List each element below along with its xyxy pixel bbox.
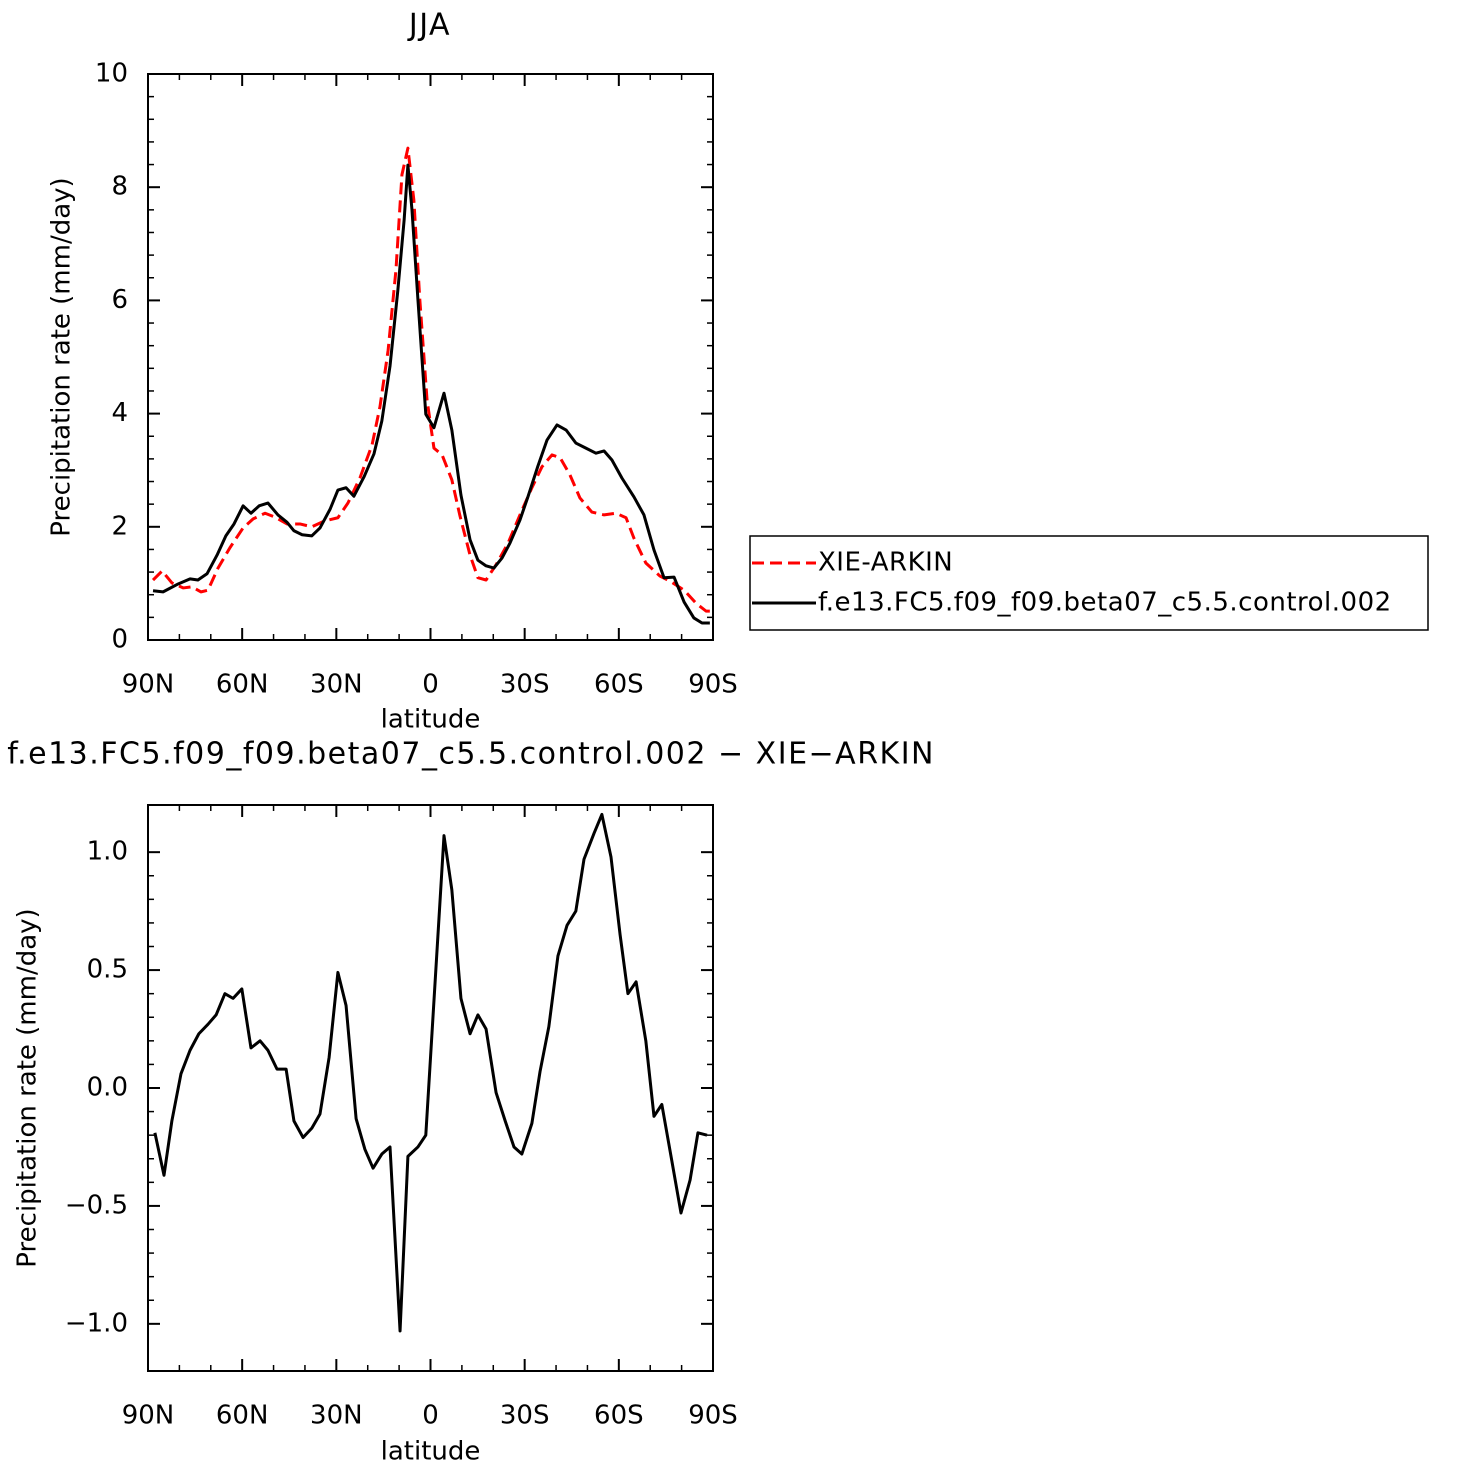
- y-tick-label: 8: [111, 172, 128, 202]
- legend-box: [749, 535, 1429, 631]
- y-tick-label: 0.5: [87, 955, 128, 985]
- plot-frame: [147, 73, 714, 641]
- plot-frame: [147, 804, 714, 1372]
- y-tick-label: 2: [111, 511, 128, 541]
- x-tick-label: 30N: [310, 670, 363, 700]
- x-tick-label: 30S: [500, 670, 550, 700]
- data-line: [151, 146, 713, 613]
- chart-title: f.e13.FC5.f09_f09.beta07_c5.5.control.00…: [7, 737, 935, 772]
- x-axis-label: latitude: [381, 1437, 481, 1467]
- x-tick-label: 90N: [122, 1401, 175, 1431]
- y-axis-label: Precipitation rate (mm/day): [13, 908, 43, 1267]
- x-tick-label: 60S: [594, 1401, 644, 1431]
- x-tick-label: 30N: [310, 1401, 363, 1431]
- chart-title: JJA: [407, 8, 451, 43]
- legend-label: f.e13.FC5.f09_f09.beta07_c5.5.control.00…: [818, 588, 1392, 618]
- data-line: [152, 163, 710, 625]
- x-tick-label: 90S: [688, 1401, 738, 1431]
- x-tick-label: 30S: [500, 1401, 550, 1431]
- y-tick-label: 6: [111, 285, 128, 315]
- y-tick-label: −1.0: [65, 1308, 128, 1338]
- x-tick-label: 0: [422, 670, 439, 700]
- x-axis-label: latitude: [381, 705, 481, 735]
- y-tick-label: −0.5: [65, 1190, 128, 1220]
- data-line: [153, 812, 708, 1333]
- x-tick-label: 0: [422, 1401, 439, 1431]
- y-tick-label: 0.0: [87, 1073, 128, 1103]
- y-axis-label: Precipitation rate (mm/day): [47, 177, 77, 536]
- legend-label: XIE-ARKIN: [818, 548, 953, 578]
- y-tick-label: 4: [111, 398, 128, 428]
- x-tick-label: 60N: [216, 1401, 269, 1431]
- y-tick-label: 0: [111, 625, 128, 655]
- y-tick-label: 10: [95, 59, 128, 89]
- y-tick-label: 1.0: [87, 837, 128, 867]
- x-tick-label: 90N: [122, 670, 175, 700]
- x-tick-label: 60N: [216, 670, 269, 700]
- x-tick-label: 90S: [688, 670, 738, 700]
- x-tick-label: 60S: [594, 670, 644, 700]
